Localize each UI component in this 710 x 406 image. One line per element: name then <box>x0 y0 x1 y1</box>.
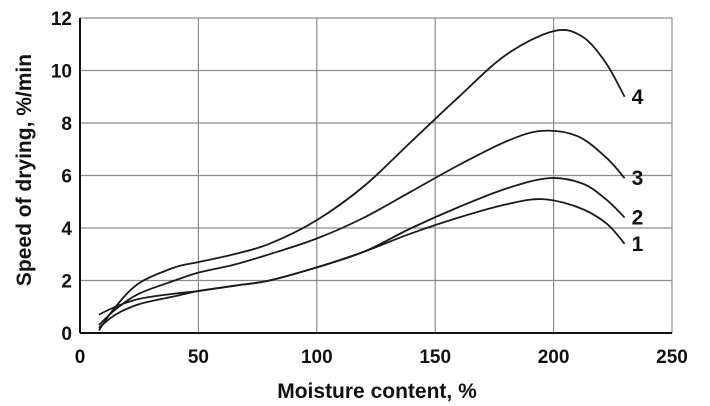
y-tick-label: 10 <box>51 62 72 83</box>
series-label-2: 2 <box>632 207 644 230</box>
x-tick-label: 200 <box>538 347 570 368</box>
series-label-1: 1 <box>632 233 644 256</box>
grid <box>80 17 673 333</box>
x-tick-label: 250 <box>656 347 688 368</box>
y-tick-label: 6 <box>61 167 72 188</box>
x-tick-label: 0 <box>75 347 86 368</box>
y-tick-label: 0 <box>61 324 72 345</box>
y-tick-label: 12 <box>51 9 72 30</box>
series-label-3: 3 <box>632 167 644 190</box>
y-tick-label: 8 <box>61 114 72 135</box>
series-lines <box>98 29 626 331</box>
x-tick-label: 150 <box>419 347 451 368</box>
y-tick-label: 4 <box>61 219 72 240</box>
axes <box>79 18 672 334</box>
x-axis-title: Moisture content, % <box>277 380 477 403</box>
series-labels: 1 2 3 4 <box>632 86 644 256</box>
x-tick-label: 100 <box>301 347 333 368</box>
series-line-3 <box>98 129 626 326</box>
series-line-4 <box>98 29 626 331</box>
x-tick-label: 50 <box>188 347 209 368</box>
y-tick-label: 2 <box>61 272 72 293</box>
series-label-4: 4 <box>632 86 644 109</box>
series-line-2 <box>98 177 626 316</box>
y-axis-title: Speed of drying, %/min <box>13 54 36 286</box>
